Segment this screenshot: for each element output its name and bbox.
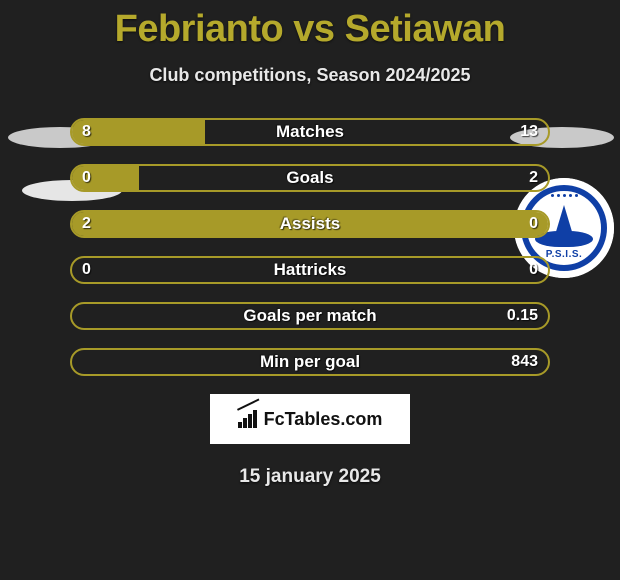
stat-row: Goals0 2: [70, 164, 550, 192]
date-text: 15 january 2025: [0, 466, 620, 488]
stat-row: Min per goal843: [70, 348, 550, 376]
stat-label: Matches: [70, 118, 550, 146]
stat-value-right: 0.15: [507, 302, 538, 330]
stat-value-right: 2: [529, 164, 538, 192]
stat-row: Matches8 13: [70, 118, 550, 146]
stat-value-right: 0: [529, 210, 538, 238]
stat-value-right: 843: [511, 348, 538, 376]
stat-value-left: 0: [82, 256, 91, 284]
stat-row: Hattricks0 0: [70, 256, 550, 284]
stat-label: Goals per match: [70, 302, 550, 330]
stat-label: Assists: [70, 210, 550, 238]
stats-bars: Matches813Goals02Assists20Hattricks00Goa…: [70, 118, 550, 376]
stat-value-right: 0: [529, 256, 538, 284]
stat-row: Assists2 0: [70, 210, 550, 238]
stat-label: Goals: [70, 164, 550, 192]
stat-label: Min per goal: [70, 348, 550, 376]
stat-label: Hattricks: [70, 256, 550, 284]
stat-value-left: 0: [82, 164, 91, 192]
chart-icon: [238, 410, 260, 428]
stat-row: Goals per match0.15: [70, 302, 550, 330]
branding-text: FcTables.com: [264, 409, 383, 430]
stat-value-right: 13: [520, 118, 538, 146]
stat-value-left: 2: [82, 210, 91, 238]
branding-box: FcTables.com: [210, 394, 410, 444]
subtitle: Club competitions, Season 2024/2025: [0, 65, 620, 86]
page-title: Febrianto vs Setiawan: [0, 0, 620, 51]
stat-value-left: 8: [82, 118, 91, 146]
